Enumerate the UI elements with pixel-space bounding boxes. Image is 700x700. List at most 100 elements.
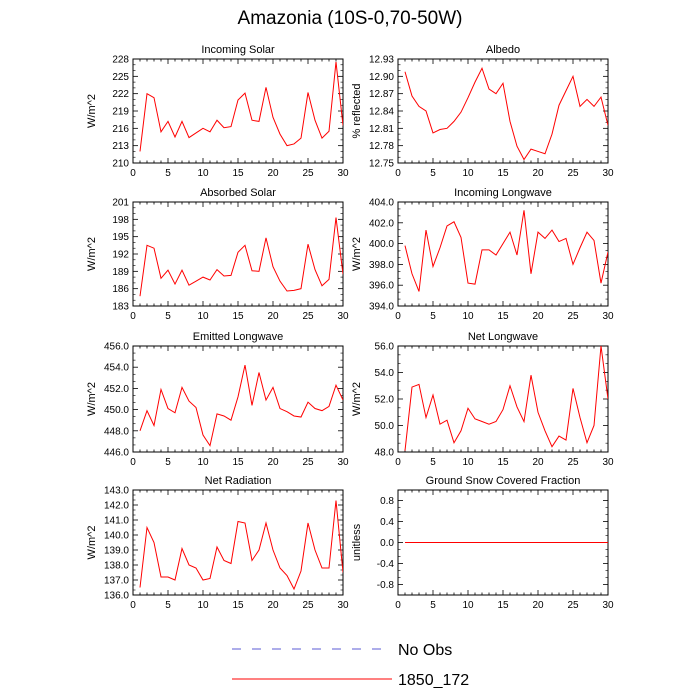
- x-tick-label: 10: [197, 311, 209, 322]
- y-tick-label: 222: [112, 89, 129, 100]
- series-line: [404, 346, 608, 451]
- figure-title: Amazonia (10S-0,70-50W): [237, 8, 463, 29]
- y-tick-label: 136.0: [104, 591, 129, 602]
- x-tick-label: 0: [130, 311, 136, 322]
- plot-frame: [397, 58, 609, 164]
- series-line: [139, 364, 343, 447]
- x-tick-label: 25: [567, 457, 579, 468]
- x-tick-label: 30: [602, 600, 614, 611]
- x-tick-label: 20: [267, 457, 279, 468]
- y-tick-label: 12.87: [369, 89, 394, 100]
- y-tick-label: 448.0: [104, 426, 129, 437]
- panel-8: Ground Snow Covered Fraction unitless 0 5 10…: [351, 475, 614, 611]
- y-tick-label: 201: [112, 198, 129, 209]
- y-tick-label: 195: [112, 232, 129, 243]
- x-tick-label: 10: [462, 311, 474, 322]
- panel-7: Net Radiation W/m^2 0 5 10 15 20 25 30 136.0 137.0…: [86, 475, 349, 611]
- x-tick-label: 0: [130, 457, 136, 468]
- legend: No Obs 1850_172: [232, 642, 469, 689]
- y-tick-label: 138.0: [104, 561, 129, 572]
- x-tick-label: 15: [232, 168, 244, 179]
- series-line: [139, 61, 343, 152]
- x-tick-label: 25: [567, 600, 579, 611]
- panel-title: Incoming Longwave: [454, 187, 552, 199]
- x-tick-label: 15: [497, 311, 509, 322]
- x-tick-label: 25: [567, 311, 579, 322]
- x-tick-label: 30: [337, 311, 349, 322]
- x-tick-label: 30: [602, 311, 614, 322]
- x-tick-label: 5: [165, 168, 171, 179]
- x-tick-label: 30: [602, 457, 614, 468]
- y-tick-label: 219: [112, 107, 129, 118]
- x-tick-label: 30: [337, 600, 349, 611]
- y-tick-label: 402.0: [369, 218, 394, 229]
- y-axis-label: W/m^2: [86, 382, 98, 416]
- series-line: [404, 66, 608, 161]
- x-tick-label: 10: [462, 168, 474, 179]
- y-axis-label: W/m^2: [86, 526, 98, 560]
- panel-title: Absorbed Solar: [200, 187, 276, 199]
- x-tick-label: 25: [302, 600, 314, 611]
- x-tick-label: 10: [462, 457, 474, 468]
- x-tick-label: 15: [232, 457, 244, 468]
- panel-1: Incoming Solar W/m^2 0 5 10 15 20 25 30 210 213 216…: [86, 44, 349, 179]
- y-axis-label: W/m^2: [86, 237, 98, 271]
- series-line: [139, 217, 343, 297]
- x-tick-label: 10: [197, 457, 209, 468]
- x-tick-label: 0: [395, 311, 401, 322]
- x-tick-label: 10: [197, 600, 209, 611]
- x-tick-label: 10: [462, 600, 474, 611]
- series-line: [404, 210, 608, 292]
- plot-frame: [397, 345, 609, 453]
- y-tick-label: 139.0: [104, 546, 129, 557]
- x-tick-label: 20: [267, 311, 279, 322]
- panel-title: Net Longwave: [468, 331, 538, 343]
- y-tick-label: 394.0: [369, 302, 394, 313]
- panel-4: Incoming Longwave W/m^2 0 5 10 15 20 25 30 394.0 3…: [351, 187, 614, 322]
- y-tick-label: 198: [112, 215, 129, 226]
- y-tick-label: 56.0: [375, 342, 395, 353]
- x-tick-label: 30: [602, 168, 614, 179]
- x-tick-label: 5: [430, 600, 436, 611]
- x-tick-label: 15: [497, 457, 509, 468]
- x-tick-label: 25: [302, 457, 314, 468]
- y-axis-label: unitless: [351, 523, 363, 561]
- y-tick-label: 48.0: [375, 448, 395, 459]
- y-tick-label: 0.8: [380, 496, 394, 507]
- y-tick-label: 192: [112, 250, 129, 261]
- y-tick-label: -0.8: [377, 580, 395, 591]
- y-tick-label: 143.0: [104, 486, 129, 497]
- panel-title: Albedo: [486, 44, 520, 56]
- x-tick-label: 10: [197, 168, 209, 179]
- y-tick-label: 400.0: [369, 239, 394, 250]
- y-axis-label: W/m^2: [351, 237, 363, 271]
- series-line: [139, 500, 343, 591]
- y-tick-label: 398.0: [369, 260, 394, 271]
- x-tick-label: 20: [532, 600, 544, 611]
- x-tick-label: 20: [532, 311, 544, 322]
- y-tick-label: 12.84: [369, 107, 394, 118]
- y-tick-label: 141.0: [104, 516, 129, 527]
- x-tick-label: 0: [395, 600, 401, 611]
- x-tick-label: 5: [430, 457, 436, 468]
- y-tick-label: 0.0: [380, 538, 394, 549]
- y-tick-label: 50.0: [375, 421, 395, 432]
- y-tick-label: 12.90: [369, 72, 394, 83]
- y-tick-label: 12.81: [369, 124, 394, 135]
- panel-title: Incoming Solar: [201, 44, 275, 56]
- y-tick-label: 452.0: [104, 384, 129, 395]
- panel-title: Net Radiation: [205, 475, 272, 487]
- x-tick-label: 25: [302, 311, 314, 322]
- y-tick-label: 396.0: [369, 281, 394, 292]
- legend-label-2: 1850_172: [398, 672, 469, 689]
- plot-frame: [132, 201, 344, 307]
- y-tick-label: 456.0: [104, 342, 129, 353]
- panel-2: Albedo % reflected 0 5 10 15 20 25 30 12.75 12.78 1…: [351, 44, 614, 179]
- x-tick-label: 20: [267, 168, 279, 179]
- y-tick-label: 225: [112, 72, 129, 83]
- x-tick-label: 0: [130, 168, 136, 179]
- x-tick-label: 0: [395, 457, 401, 468]
- y-tick-label: 454.0: [104, 363, 129, 374]
